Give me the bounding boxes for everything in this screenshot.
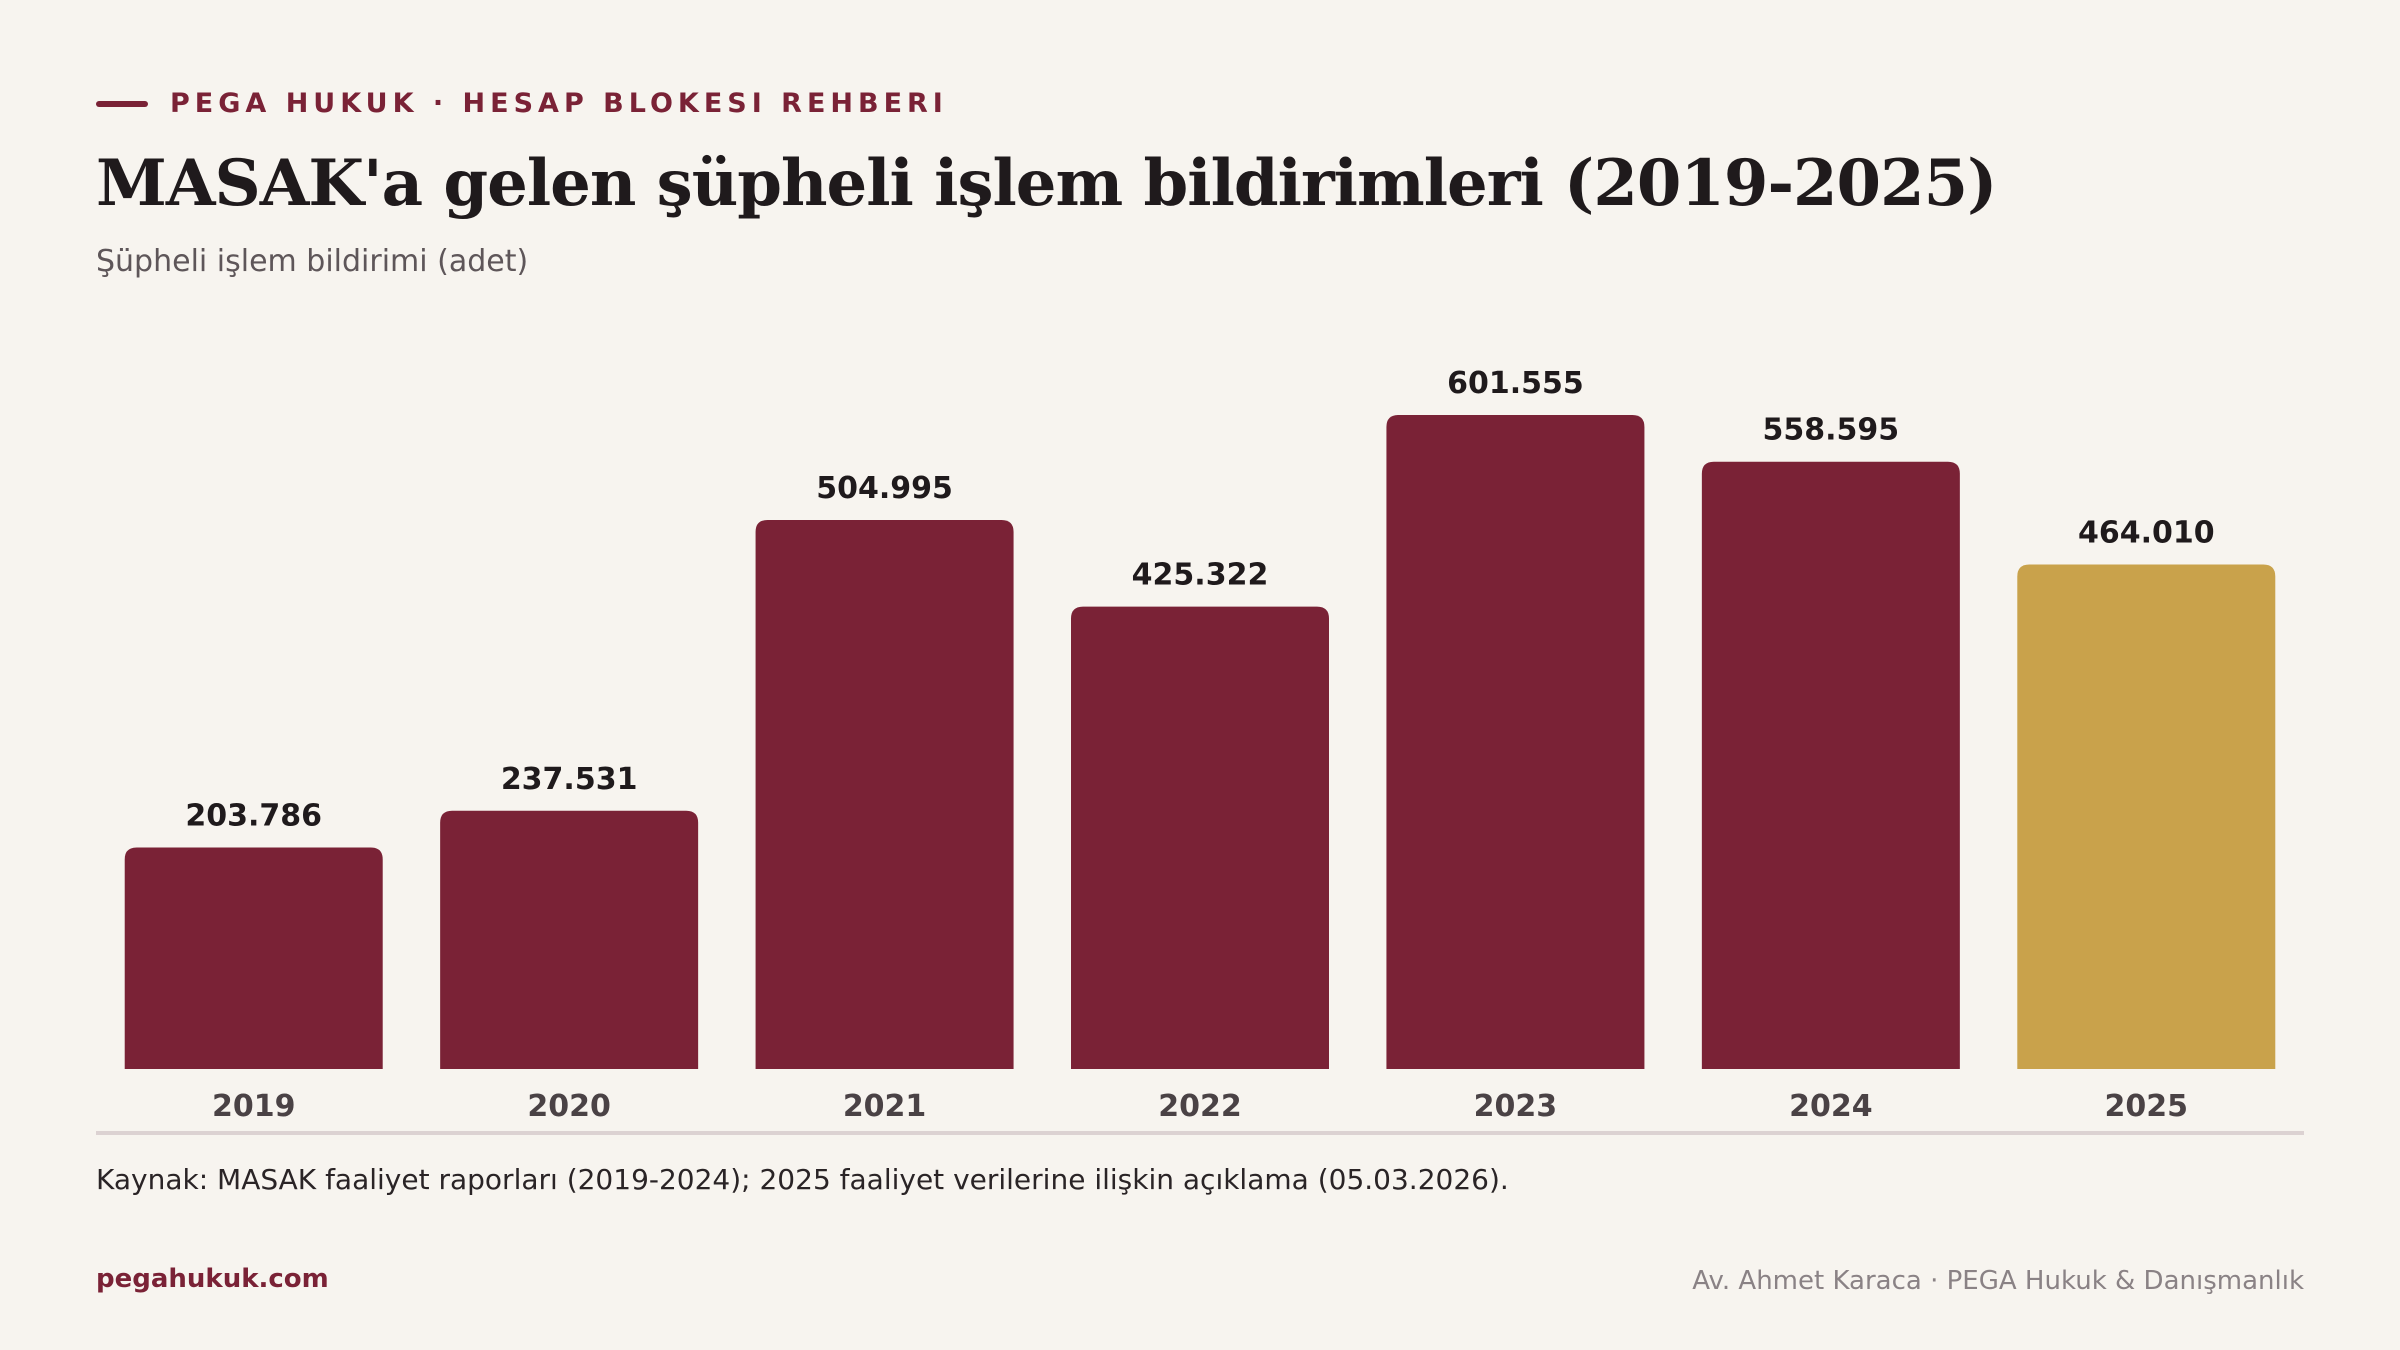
value-label-2023: 601.555	[1447, 366, 1584, 401]
bar-2020	[440, 810, 699, 1069]
footer-credit: Av. Ahmet Karaca · PEGA Hukuk & Danışman…	[1692, 1266, 2304, 1296]
x-tick-label-2023: 2023	[1474, 1089, 1558, 1124]
x-axis-line	[96, 1131, 2304, 1135]
website-link[interactable]: pegahukuk.com	[96, 1264, 329, 1294]
bar-2023	[1386, 415, 1645, 1069]
chart-title: MASAK'a gelen şüpheli işlem bildirimleri…	[96, 146, 1997, 221]
x-tick-label-2019: 2019	[212, 1089, 296, 1124]
bar-chart: 203.786 2019 237.531 2020 504.995 2021 425.322…	[96, 366, 2304, 1135]
source-note: Kaynak: MASAK faaliyet raporları (2019-2…	[96, 1163, 1509, 1196]
x-tick-label-2022: 2022	[1158, 1089, 1242, 1124]
x-tick-label-2025: 2025	[2105, 1089, 2189, 1124]
value-label-2019: 203.786	[185, 798, 322, 833]
value-label-2025: 464.010	[2078, 516, 2215, 551]
chart-subtitle: Şüpheli işlem bildirimi (adet)	[96, 244, 529, 279]
x-tick-label-2021: 2021	[843, 1089, 927, 1124]
bar-2019	[124, 847, 383, 1069]
value-label-2021: 504.995	[816, 471, 953, 506]
x-tick-label-2020: 2020	[527, 1089, 611, 1124]
x-tick-label-2024: 2024	[1789, 1089, 1873, 1124]
value-label-2022: 425.322	[1132, 558, 1269, 593]
eyebrow: PEGA HUKUK · HESAP BLOKESI REHBERI	[96, 88, 948, 119]
eyebrow-text: PEGA HUKUK · HESAP BLOKESI REHBERI	[170, 88, 948, 119]
bar-2022	[1071, 606, 1329, 1069]
value-label-2024: 558.595	[1763, 413, 1900, 448]
bar-2024	[1701, 461, 1960, 1070]
value-label-2020: 237.531	[501, 762, 638, 797]
bar-2021	[755, 519, 1014, 1069]
eyebrow-rule	[96, 100, 148, 107]
bar-2025	[2017, 564, 2276, 1069]
